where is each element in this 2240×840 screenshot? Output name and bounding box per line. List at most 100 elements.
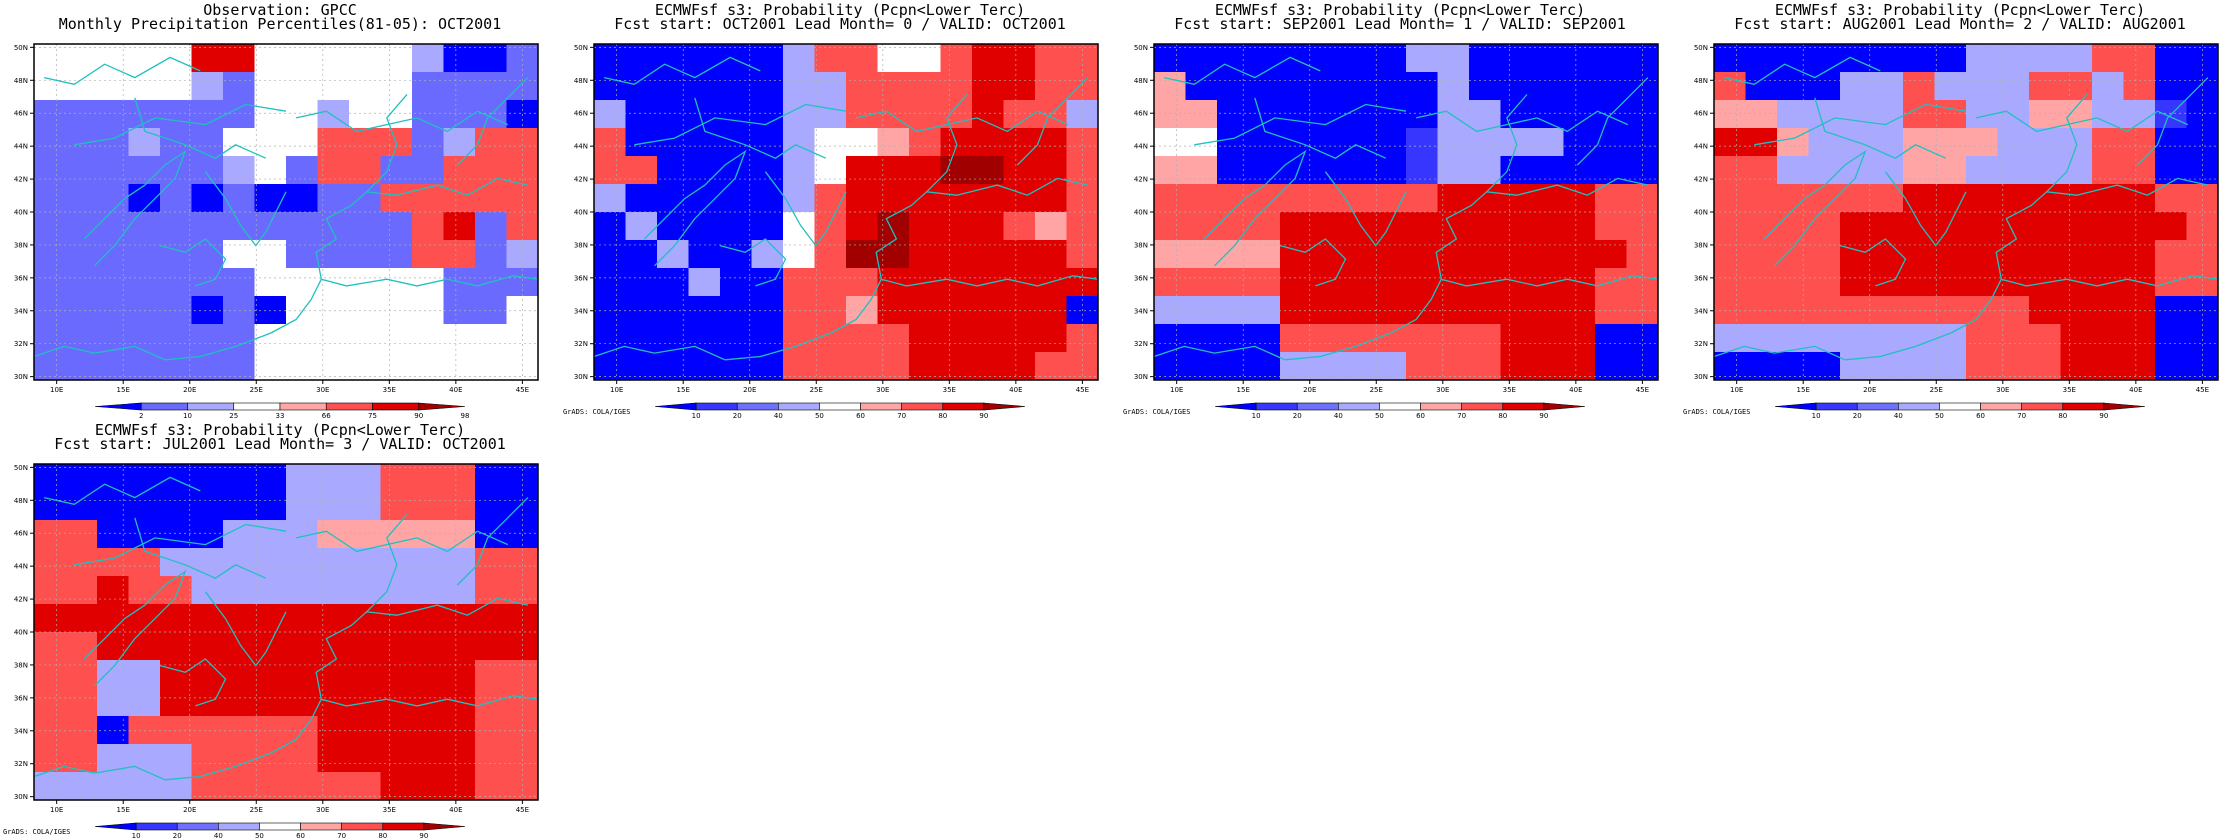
colorbar-label: 50 — [1375, 412, 1384, 420]
grid-cell — [1469, 296, 1501, 325]
grid-cell — [223, 604, 255, 633]
grid-cell — [1595, 44, 1627, 73]
grid-cell — [1903, 128, 1935, 157]
grid-cell — [1563, 212, 1596, 241]
grid-cell — [1714, 184, 1746, 213]
grid-cell — [475, 492, 507, 521]
grid-cell — [2123, 240, 2156, 269]
grid-cell — [1626, 128, 1659, 157]
grid-cell — [380, 44, 413, 73]
grid-cell — [380, 576, 413, 605]
grid-cell — [2092, 44, 2124, 73]
grid-cell — [65, 688, 98, 717]
lon-tick-label: 10E — [1170, 386, 1183, 394]
grid-cell — [475, 576, 507, 605]
grid-cell — [1840, 352, 1872, 381]
grid-cell — [65, 240, 98, 269]
grid-cell — [506, 268, 539, 297]
grid-cell — [412, 492, 444, 521]
grid-cell — [1714, 100, 1746, 129]
coastline — [1995, 177, 2209, 280]
grid-cell — [1934, 296, 1967, 325]
grid-cell — [317, 184, 350, 213]
coastline — [926, 93, 968, 193]
coastline — [1763, 149, 1867, 267]
grid-cell — [2155, 44, 2187, 73]
grid-cell — [475, 352, 507, 381]
grid-cell — [286, 352, 318, 381]
grid-cell — [1745, 212, 1778, 241]
colorbar-swatch — [140, 402, 188, 411]
grid-cell — [475, 744, 507, 773]
grid-cell — [1374, 352, 1407, 381]
grid-cell — [254, 548, 287, 577]
coastline — [456, 77, 529, 166]
lon-tick-label: 30E — [1996, 386, 2009, 394]
grid-cell — [1469, 128, 1501, 157]
grid-cell — [2186, 128, 2219, 157]
grid-cell — [940, 100, 973, 129]
grid-cell — [160, 268, 192, 297]
grid-cell — [1248, 212, 1281, 241]
grid-cell — [254, 100, 287, 129]
grid-cell — [254, 772, 287, 801]
grid-cell — [1280, 324, 1312, 353]
grid-cell — [1714, 324, 1746, 353]
grid-cell — [349, 716, 381, 745]
grid-cell — [1871, 324, 1904, 353]
grid-cell — [1840, 72, 1872, 101]
grid-cell — [2186, 352, 2219, 381]
colorbar-label: 10 — [1252, 412, 1261, 420]
lat-tick-label: 44N — [1134, 143, 1148, 151]
lat-tick-label: 40N — [574, 209, 588, 217]
grid-cell — [1374, 184, 1407, 213]
grid-cell — [1500, 72, 1533, 101]
lat-tick-label: 44N — [1694, 143, 1708, 151]
lon-tick-label: 45E — [516, 386, 529, 394]
lon-tick-label: 30E — [316, 806, 329, 814]
grid-cell — [475, 72, 507, 101]
grid-cell — [254, 492, 287, 521]
grid-cell — [1808, 128, 1841, 157]
colorbar-swatch — [423, 822, 466, 831]
coastline — [83, 569, 187, 687]
lat-tick-label: 36N — [1134, 274, 1148, 282]
coastline — [1254, 97, 1387, 159]
grid-cell — [443, 296, 476, 325]
grid-cell — [223, 660, 255, 689]
coastline — [43, 476, 201, 505]
grid-cell — [412, 604, 444, 633]
colorbar-swatch — [983, 402, 1026, 411]
lat-tick-label: 44N — [574, 143, 588, 151]
grid-cell — [475, 296, 507, 325]
grid-cell — [506, 212, 539, 241]
coastline — [875, 177, 1089, 280]
grid-cell — [97, 184, 129, 213]
grid-cell — [1714, 128, 1746, 157]
coastline — [1486, 93, 1528, 193]
grid-cell — [625, 240, 658, 269]
grid-cell — [688, 128, 721, 157]
grid-cell — [1997, 240, 2030, 269]
grid-cell — [1903, 212, 1935, 241]
lon-tick-label: 10E — [50, 806, 63, 814]
lat-tick-label: 44N — [14, 563, 28, 571]
colorbar-swatch — [135, 822, 178, 831]
grid-cell — [349, 744, 381, 773]
panel-title-line1: Observation: GPCC — [203, 1, 357, 19]
grid-cell — [160, 716, 192, 745]
grid-cell — [594, 72, 626, 101]
grid-cell — [160, 44, 192, 73]
lon-tick-label: 30E — [1436, 386, 1449, 394]
grid-cell — [34, 212, 66, 241]
grid-cell — [97, 688, 129, 717]
grid-cell — [65, 576, 98, 605]
grid-cell — [443, 492, 476, 521]
panel-lead0: ECMWFsf s3: Probability (Pcpn<Lower Terc… — [560, 0, 1120, 420]
grid-cell — [1532, 72, 1564, 101]
grid-cell — [34, 240, 66, 269]
grid-cell — [814, 100, 847, 129]
grid-cell — [1626, 72, 1659, 101]
grid-cell — [191, 716, 224, 745]
grid-cell — [1280, 72, 1312, 101]
